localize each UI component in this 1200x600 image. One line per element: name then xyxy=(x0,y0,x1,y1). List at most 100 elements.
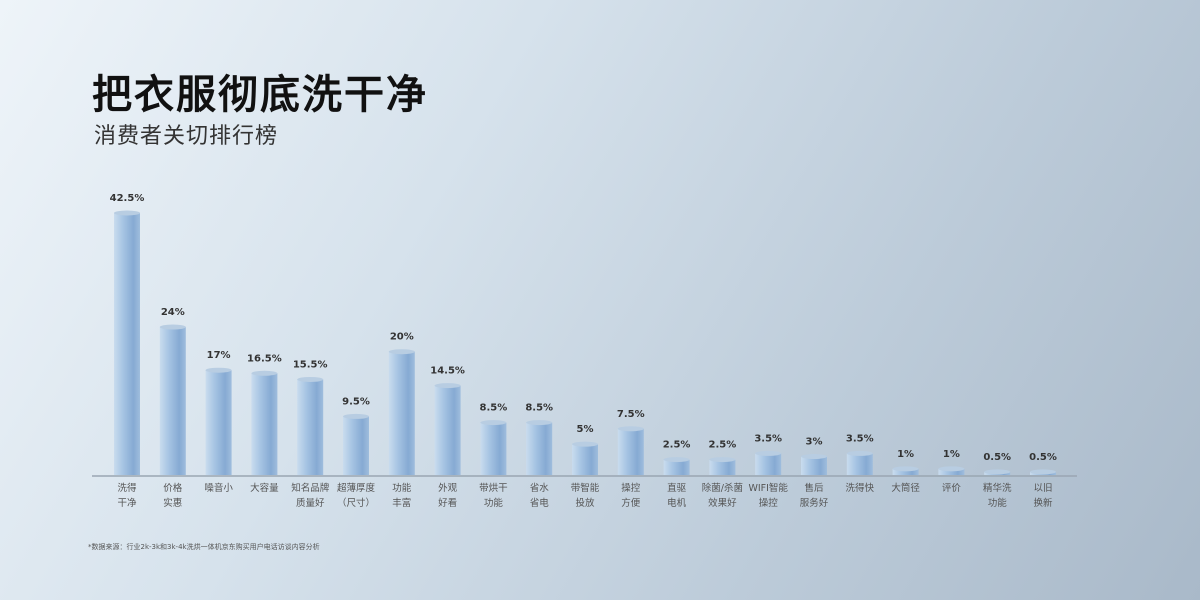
bar xyxy=(205,370,232,475)
category-label: 外观 xyxy=(438,482,458,494)
bar-cap xyxy=(709,457,736,463)
bar xyxy=(526,422,553,475)
bar-cap xyxy=(892,466,919,472)
bar xyxy=(892,468,919,475)
category-label: 大筒径 xyxy=(891,482,920,494)
data-label: 16.5% xyxy=(247,353,282,364)
bar xyxy=(434,385,461,475)
bar-cap xyxy=(480,420,507,426)
data-label: 42.5% xyxy=(110,193,145,204)
bar xyxy=(938,468,965,475)
bar-cap xyxy=(388,349,415,355)
category-label: 省电 xyxy=(530,497,550,509)
category-label: 超薄厚度 xyxy=(337,482,376,494)
bar xyxy=(159,327,186,475)
bar-cap xyxy=(938,466,965,472)
data-label: 3.5% xyxy=(846,433,874,444)
data-label: 1% xyxy=(943,449,960,460)
category-label: 直驱 xyxy=(667,482,687,494)
bar xyxy=(709,459,736,475)
category-label: 知名品牌 xyxy=(291,482,330,494)
category-label: 质量好 xyxy=(296,497,325,509)
category-label: 评价 xyxy=(942,483,962,494)
category-label: 大容量 xyxy=(250,482,279,494)
bar xyxy=(617,428,644,475)
bar xyxy=(251,373,278,475)
bar-cap xyxy=(846,450,873,456)
category-label: 丰富 xyxy=(392,497,411,509)
chart-title: 把衣服彻底洗干净 xyxy=(92,72,428,118)
chart-subtitle: 消费者关切排行榜 xyxy=(94,124,279,149)
category-label: 效果好 xyxy=(708,497,737,509)
bar-cap xyxy=(297,376,324,382)
data-label: 15.5% xyxy=(293,359,328,370)
category-label: 省水 xyxy=(530,482,550,494)
category-label: 功能 xyxy=(392,482,412,494)
bar-cap xyxy=(159,324,186,330)
category-label: 以旧 xyxy=(1033,483,1052,494)
bar xyxy=(297,379,324,475)
bar-cap xyxy=(1030,469,1056,475)
bar-cap xyxy=(114,210,140,216)
category-label: 服务好 xyxy=(800,497,829,509)
data-label: 9.5% xyxy=(342,396,370,407)
bar xyxy=(846,453,873,475)
bar-cap xyxy=(572,441,598,447)
category-label: 实惠 xyxy=(163,497,182,509)
bar-cap xyxy=(343,413,369,419)
category-label: 洗得快 xyxy=(846,482,875,494)
category-label: 洗得 xyxy=(117,482,137,494)
data-label: 14.5% xyxy=(430,366,465,377)
data-label: 17% xyxy=(207,350,231,361)
bar-cap xyxy=(251,370,278,376)
data-label: 20% xyxy=(390,332,414,343)
category-label: 干净 xyxy=(117,497,137,509)
data-label: 2.5% xyxy=(709,440,737,451)
data-label: 3.5% xyxy=(754,433,782,444)
bar-cap xyxy=(434,383,461,389)
data-label: 8.5% xyxy=(525,403,553,414)
category-label: 操控 xyxy=(759,497,779,509)
category-label: 精华洗 xyxy=(983,482,1012,494)
bar xyxy=(801,456,827,475)
bar-cap xyxy=(984,469,1011,475)
bar xyxy=(480,422,507,475)
bar-cap xyxy=(663,457,690,463)
data-label: 2.5% xyxy=(663,440,691,451)
category-label: 换新 xyxy=(1033,497,1053,509)
bar-cap xyxy=(617,426,644,432)
bar-cap xyxy=(526,420,553,426)
data-label: 8.5% xyxy=(480,403,508,414)
category-label: 功能 xyxy=(484,497,504,509)
category-label: WIFI智能 xyxy=(748,482,788,494)
category-label: 带智能 xyxy=(571,482,600,494)
data-label: 5% xyxy=(577,424,594,435)
category-label: 价格 xyxy=(163,482,183,494)
bar-cap xyxy=(801,454,827,460)
category-label: 噪音小 xyxy=(204,482,233,494)
bar-cap xyxy=(755,450,782,456)
bar xyxy=(663,459,690,475)
category-label: 售后 xyxy=(804,482,824,494)
data-label: 1% xyxy=(897,449,914,460)
bar xyxy=(755,453,782,475)
bar xyxy=(114,213,140,475)
category-label: （尺寸） xyxy=(337,497,375,509)
category-label: 方便 xyxy=(621,497,641,509)
bar xyxy=(572,444,598,475)
footnote: *数据来源：行业2k-3k和3k-4k洗烘一体机京东购买用户电话访谈内容分析 xyxy=(88,543,320,551)
category-label: 带烘干 xyxy=(479,482,508,494)
category-label: 功能 xyxy=(988,497,1008,509)
category-label: 投放 xyxy=(575,497,595,509)
category-label: 电机 xyxy=(667,497,687,509)
bar xyxy=(343,416,369,475)
data-label: 0.5% xyxy=(1029,452,1057,463)
data-label: 24% xyxy=(161,307,185,318)
category-label: 操控 xyxy=(621,482,641,494)
data-label: 3% xyxy=(806,437,823,448)
bar xyxy=(388,351,415,475)
category-label: 好看 xyxy=(438,497,457,509)
bar-cap xyxy=(205,367,232,373)
category-label: 除菌/杀菌 xyxy=(702,482,743,494)
